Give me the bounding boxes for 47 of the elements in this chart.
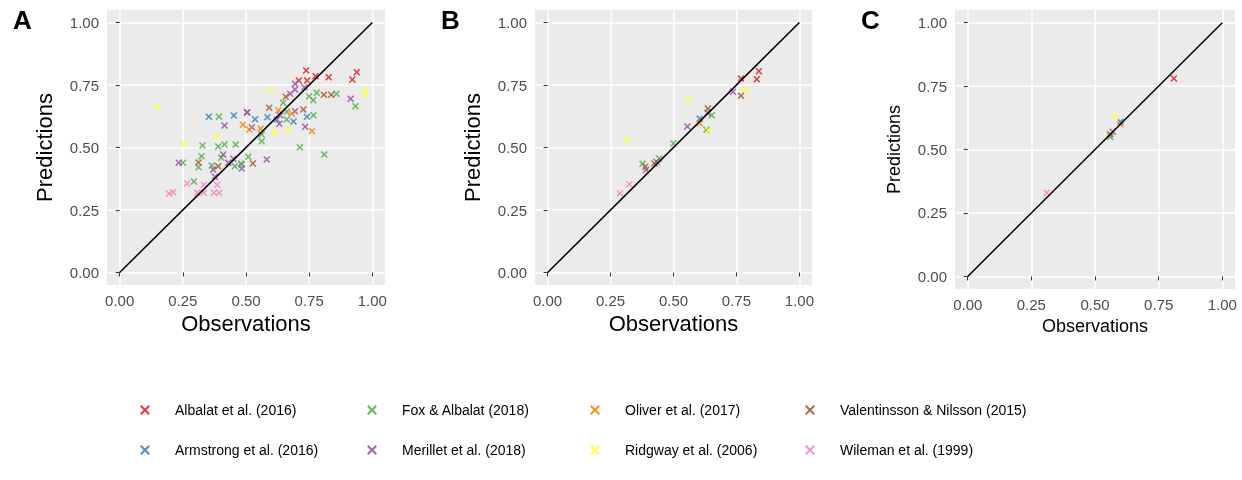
chart-title: C — [861, 5, 880, 35]
x-tick-label: 0.25 — [595, 292, 626, 309]
y-tick-label: 0.00 — [917, 267, 947, 285]
y-tick-label: 1.00 — [917, 14, 947, 32]
x-axis-title: Observations — [1041, 316, 1149, 336]
y-tick-label: 0.75 — [917, 77, 947, 95]
x-tick-label: 0.00 — [532, 292, 563, 309]
y-tick-label: 0.00 — [497, 264, 527, 281]
y-tick-label: 0.75 — [497, 76, 527, 94]
x-tick-label: 0.00 — [953, 296, 983, 314]
y-tick-label: 0.75 — [69, 76, 99, 94]
x-tick-label: 0.75 — [721, 292, 752, 309]
legend-label: Ridgway et al. (2006) — [625, 442, 758, 458]
legend-label: Albalat et al. (2016) — [175, 402, 297, 418]
legend-label: Merillet et al. (2018) — [402, 442, 526, 458]
y-tick-label: 0.50 — [497, 139, 527, 156]
y-tick-label: 0.25 — [69, 201, 99, 219]
x-tick-label: 0.50 — [231, 292, 261, 309]
y-axis-title: Predictions — [31, 93, 57, 202]
legend-label: Armstrong et al. (2016) — [175, 442, 319, 458]
legend-label: Valentinsson & Nilsson (2015) — [840, 402, 1027, 418]
y-tick-label: 0.25 — [917, 204, 947, 222]
x-tick-label: 0.75 — [294, 292, 324, 309]
x-axis-title: Observations — [608, 311, 739, 337]
y-tick-label: 1.00 — [69, 14, 99, 31]
y-tick-label: 0.00 — [69, 264, 99, 281]
x-axis-title: Observations — [181, 311, 311, 337]
x-tick-label: 0.25 — [168, 292, 198, 309]
legend-label: Oliver et al. (2017) — [625, 402, 741, 418]
x-tick-label: 0.25 — [1016, 296, 1046, 314]
y-tick-label: 0.25 — [497, 201, 527, 219]
x-tick-label: 0.00 — [105, 292, 135, 309]
chart-title: A — [13, 5, 32, 35]
y-tick-label: 1.00 — [497, 14, 527, 31]
y-tick-label: 0.50 — [917, 141, 947, 159]
x-tick-label: 0.50 — [1080, 296, 1110, 314]
legend-label: Wileman et al. (1999) — [840, 442, 974, 458]
x-tick-label: 1.00 — [784, 292, 815, 309]
chart-title: B — [441, 5, 460, 35]
y-axis-title: Predictions — [459, 93, 485, 202]
legend-label: Fox & Albalat (2018) — [402, 402, 529, 418]
x-tick-label: 1.00 — [1207, 296, 1237, 314]
x-tick-label: 1.00 — [357, 292, 387, 309]
y-tick-label: 0.50 — [69, 139, 99, 156]
y-axis-title: Predictions — [884, 105, 904, 195]
x-tick-label: 0.75 — [1144, 296, 1174, 314]
x-tick-label: 0.50 — [658, 292, 689, 309]
